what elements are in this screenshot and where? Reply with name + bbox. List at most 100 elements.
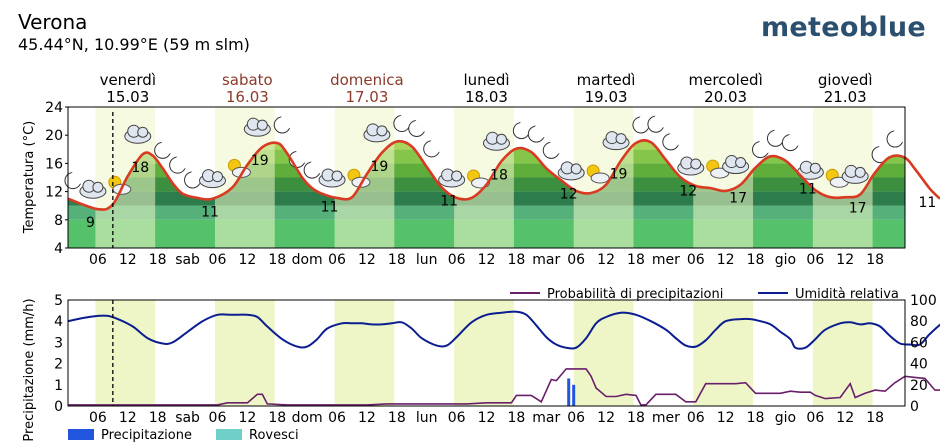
temperature-axis-label: Temperatura (°C) — [22, 121, 37, 234]
temperature-value: 11 — [919, 195, 937, 211]
temperature-line — [67, 139, 940, 211]
sun-cloud-icon — [108, 175, 132, 195]
precipitation-legend-label: Precipitazione — [101, 428, 192, 443]
moon-icon — [303, 160, 324, 179]
humidity-y-ticks: 0 20 40 60 80 100 — [910, 293, 937, 415]
hour-tick-label: 12 — [358, 252, 376, 268]
day-date: 18.03 — [465, 88, 508, 106]
day-tick-label: mar — [532, 410, 560, 426]
hour-tick-label: 18 — [866, 252, 884, 268]
moon-icon — [886, 129, 907, 148]
hour-tick-label: 18 — [627, 252, 645, 268]
cloud-icon — [482, 131, 510, 151]
hour-tick-label: 12 — [717, 410, 735, 426]
moon-shade — [757, 139, 772, 154]
hour-tick-label: 06 — [328, 410, 346, 426]
day-name: venerdì — [100, 71, 156, 89]
day-name: giovedì — [818, 71, 873, 89]
temperature-value: 12 — [679, 184, 697, 200]
precipitation-y-ticks: 0 1 2 3 4 5 — [54, 293, 63, 415]
cloud-icon — [557, 161, 585, 181]
temperature-value: 18 — [131, 160, 149, 176]
precipitation-tick-label: 2 — [54, 357, 63, 373]
hour-tick-label: 12 — [597, 252, 615, 268]
temperature-value: 17 — [729, 191, 747, 207]
daylight-column — [812, 300, 873, 406]
cloud-puff — [690, 158, 702, 170]
moon-shade — [174, 155, 189, 170]
day-tick-label: dom — [292, 410, 323, 426]
day-tick-label: sab — [175, 410, 200, 426]
cloud-puff — [495, 133, 507, 145]
temperature-value: 11 — [321, 200, 339, 216]
moon-shade — [892, 129, 907, 144]
moon-shade — [309, 160, 324, 175]
precipitation-tick-label: 1 — [54, 378, 63, 394]
moon-shade — [787, 132, 802, 147]
precipitation-tick-label: 4 — [54, 314, 63, 330]
day-date: 17.03 — [345, 88, 388, 106]
hour-tick-label: 18 — [747, 410, 765, 426]
hour-tick-label: 18 — [388, 410, 406, 426]
precipitation-tick-label: 0 — [54, 399, 63, 415]
hour-tick-label: 12 — [478, 410, 496, 426]
hour-tick-label: 12 — [478, 252, 496, 268]
moon-icon — [273, 114, 294, 134]
day-name: sabato — [222, 71, 273, 89]
day-date: 20.03 — [704, 88, 747, 106]
legend-bottom: Precipitazione Rovesci — [68, 428, 299, 443]
humidity-line — [67, 310, 940, 350]
hour-tick-label: 12 — [119, 410, 137, 426]
location-coordinates: 45.44°N, 10.99°E (59 m slm) — [18, 35, 250, 54]
moon-icon — [542, 140, 563, 159]
temperature-tick-label: 24 — [45, 100, 63, 116]
temperature-value: 18 — [490, 167, 508, 183]
cloud-body — [590, 172, 610, 184]
day-tick-label: dom — [292, 252, 323, 268]
moon-icon — [781, 132, 802, 152]
temperature-value: 19 — [610, 167, 628, 183]
cloud-icon — [841, 164, 869, 184]
sun-cloud-icon — [347, 168, 371, 188]
temperature-value: 17 — [849, 200, 867, 216]
moon-icon — [393, 113, 413, 133]
moon-shade — [294, 149, 309, 164]
cloud-puff — [570, 163, 582, 175]
hour-tick-label: 18 — [507, 410, 525, 426]
precipitation-frame — [67, 299, 906, 407]
moon-icon — [169, 155, 189, 174]
cloud-icon — [124, 124, 152, 144]
cloud-icon — [198, 169, 226, 189]
cloud-icon — [363, 123, 391, 143]
moon-icon — [184, 169, 204, 189]
hour-tick-label: 06 — [209, 252, 227, 268]
sun-cloud-icon — [586, 164, 610, 184]
hour-tick-label: 18 — [627, 410, 645, 426]
day-tick-label: sab — [175, 252, 200, 268]
precipitation-axis-label: Precipitazione (mm/h) — [22, 298, 37, 441]
day-tick-label: mer — [652, 252, 680, 268]
moon-shade — [533, 124, 548, 139]
moon-icon — [871, 144, 892, 164]
temperature-tick-label: 8 — [54, 213, 63, 229]
moon-shade — [428, 138, 443, 153]
hour-tick-label: 06 — [806, 252, 824, 268]
hour-tick-label: 12 — [238, 252, 256, 268]
humidity-tick-label: 100 — [910, 293, 937, 309]
precipitation-tick-label: 3 — [54, 335, 63, 351]
hour-tick-label: 06 — [448, 252, 466, 268]
precipitation-bars — [567, 378, 576, 406]
cloud-puff — [809, 162, 821, 174]
humidity-tick-label: 60 — [910, 335, 928, 351]
hour-tick-label: 18 — [149, 252, 167, 268]
brand-logo: meteoblue — [760, 12, 926, 43]
hour-tick-label: 18 — [268, 252, 286, 268]
cloud-puff — [331, 170, 343, 182]
showers-legend-label: Rovesci — [249, 428, 299, 443]
humidity-legend-label: Umidità relativa — [795, 287, 899, 302]
hour-tick-label: 12 — [717, 252, 735, 268]
day-date: 15.03 — [106, 88, 149, 106]
